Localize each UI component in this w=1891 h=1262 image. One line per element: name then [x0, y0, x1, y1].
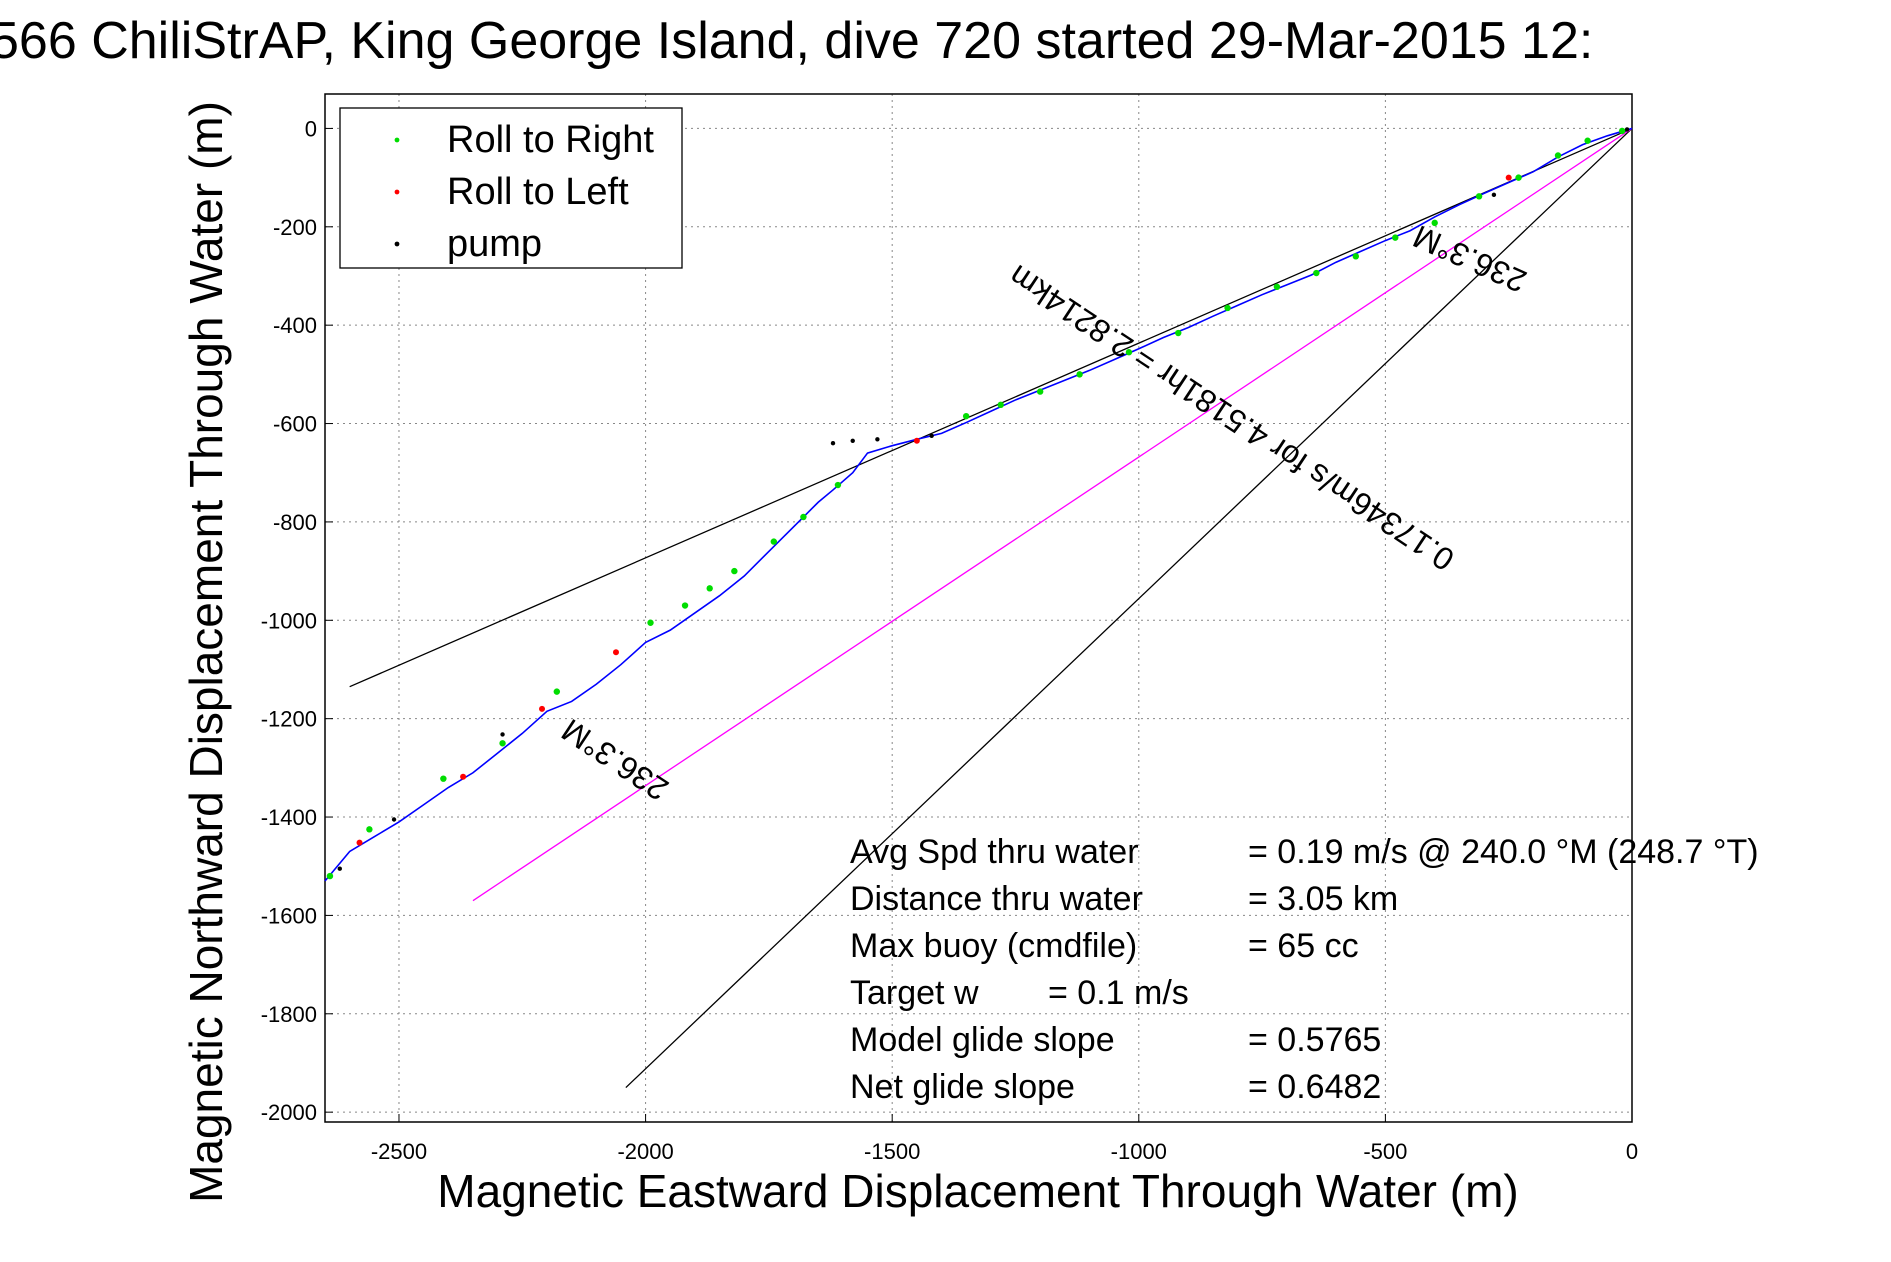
stat-label: Model glide slope: [850, 1021, 1115, 1059]
roll-right-point: [834, 481, 842, 489]
roll-right-point: [440, 775, 447, 782]
x-tick-label: -2500: [371, 1139, 427, 1164]
stat-label: Avg Spd thru water: [850, 833, 1139, 871]
roll-left-point: [612, 649, 619, 656]
x-axis-ticks: -2500 -2000 -1500 -1000 -500 0: [371, 1114, 1638, 1164]
reference-line: [625, 127, 1633, 1089]
roll-left-point: [356, 839, 363, 846]
roll-right-point: [1273, 283, 1281, 291]
stat-label: Distance thru water: [850, 880, 1143, 918]
roll-right-point: [1175, 329, 1182, 337]
legend-marker: [394, 137, 400, 143]
pump-point: [337, 866, 342, 871]
y-tick-label: -800: [273, 510, 317, 535]
stat-value: = 3.05 km: [1248, 880, 1398, 918]
pump-point: [929, 433, 934, 439]
roll-right-point: [731, 567, 738, 575]
x-tick-label: -500: [1363, 1139, 1407, 1164]
legend-label: Roll to Right: [447, 119, 654, 161]
dive-statistics: Avg Spd thru water = 0.19 m/s @ 240.0 °M …: [850, 833, 1759, 1106]
y-axis-label: Magnetic Northward Displacement Through …: [180, 101, 232, 1203]
y-tick-label: -1400: [261, 805, 317, 830]
y-tick-label: -200: [273, 215, 317, 240]
stat-value: = 0.19 m/s @ 240.0 °M (248.7 °T): [1248, 833, 1759, 871]
roll-right-point: [1584, 137, 1591, 144]
roll-right-point: [1618, 127, 1626, 135]
roll-right-point: [1313, 269, 1320, 277]
legend-label: Roll to Left: [447, 171, 629, 213]
y-tick-label: -1200: [261, 707, 317, 732]
roll-right-point: [997, 401, 1004, 409]
track-markers: [326, 127, 1630, 880]
track-series: [324, 127, 1633, 882]
y-tick-label: -600: [273, 412, 317, 437]
y-tick-label: 0: [305, 116, 317, 141]
track-line: [324, 127, 1633, 882]
stat-value: = 0.6482: [1248, 1068, 1381, 1106]
stat-value: = 0.5765: [1248, 1021, 1381, 1059]
pump-point: [850, 438, 855, 443]
y-tick-label: -1600: [261, 903, 317, 928]
pump-point: [391, 817, 397, 822]
y-tick-label: -2000: [261, 1100, 317, 1125]
pump-point: [875, 437, 880, 442]
legend-marker: [394, 241, 400, 247]
y-axis-ticks: 0 -200 -400 -600 -800 -1000 -1200 -1400 -1600 -18…: [261, 116, 333, 1125]
roll-right-point: [962, 412, 970, 420]
roll-left-point: [1505, 174, 1512, 181]
roll-right-point: [1352, 253, 1360, 260]
roll-left-point: [913, 437, 920, 444]
x-tick-label: 0: [1626, 1139, 1638, 1164]
roll-right-point: [326, 872, 334, 880]
pump-point: [500, 732, 505, 737]
stat-value: = 0.1 m/s: [1048, 974, 1189, 1012]
pump-point: [1624, 127, 1630, 132]
roll-right-point: [770, 538, 778, 545]
roll-right-point: [366, 826, 373, 833]
plot-area-frame: [324, 93, 1633, 1123]
roll-right-point: [1224, 304, 1231, 312]
y-tick-label: -1800: [261, 1002, 317, 1027]
reference-line: [349, 127, 1633, 688]
stat-label: Net glide slope: [850, 1068, 1075, 1106]
y-tick-label: -400: [273, 313, 317, 338]
legend-label: pump: [447, 223, 542, 265]
stat-value: = 65 cc: [1248, 927, 1359, 965]
roll-right-point: [1125, 349, 1133, 356]
y-tick-label: -1000: [261, 608, 317, 633]
roll-right-point: [553, 688, 561, 695]
roll-right-point: [1392, 234, 1399, 241]
roll-right-point: [706, 585, 713, 592]
legend-marker: [394, 189, 400, 195]
x-axis-label: Magnetic Eastward Displacement Through W…: [437, 1165, 1518, 1217]
legend-box: [339, 107, 683, 269]
reference-line: [472, 127, 1633, 902]
roll-right-point: [1515, 174, 1522, 181]
roll-left-point: [460, 773, 467, 780]
legend: Roll to Right Roll to Left pump: [339, 107, 683, 269]
pump-point: [1491, 192, 1497, 198]
roll-right-point: [647, 619, 654, 626]
roll-right-point: [499, 740, 506, 747]
stat-label: Target w: [850, 974, 979, 1012]
roll-right-point: [1036, 388, 1044, 395]
roll-right-point: [1475, 193, 1483, 200]
reference-lines: [349, 127, 1633, 1089]
roll-right-point: [681, 602, 689, 609]
roll-right-point: [800, 513, 807, 521]
x-tick-label: -1000: [1111, 1139, 1167, 1164]
roll-right-point: [1554, 152, 1562, 159]
pump-point: [830, 441, 836, 446]
roll-left-point: [539, 705, 546, 712]
roll-right-point: [1076, 371, 1083, 378]
chart-title: 566 ChiliStrAP, King George Island, dive…: [0, 12, 1593, 70]
stat-label: Max buoy (cmdfile): [850, 927, 1137, 965]
x-tick-label: -1500: [864, 1139, 920, 1164]
roll-right-point: [1431, 219, 1438, 227]
x-tick-label: -2000: [617, 1139, 673, 1164]
